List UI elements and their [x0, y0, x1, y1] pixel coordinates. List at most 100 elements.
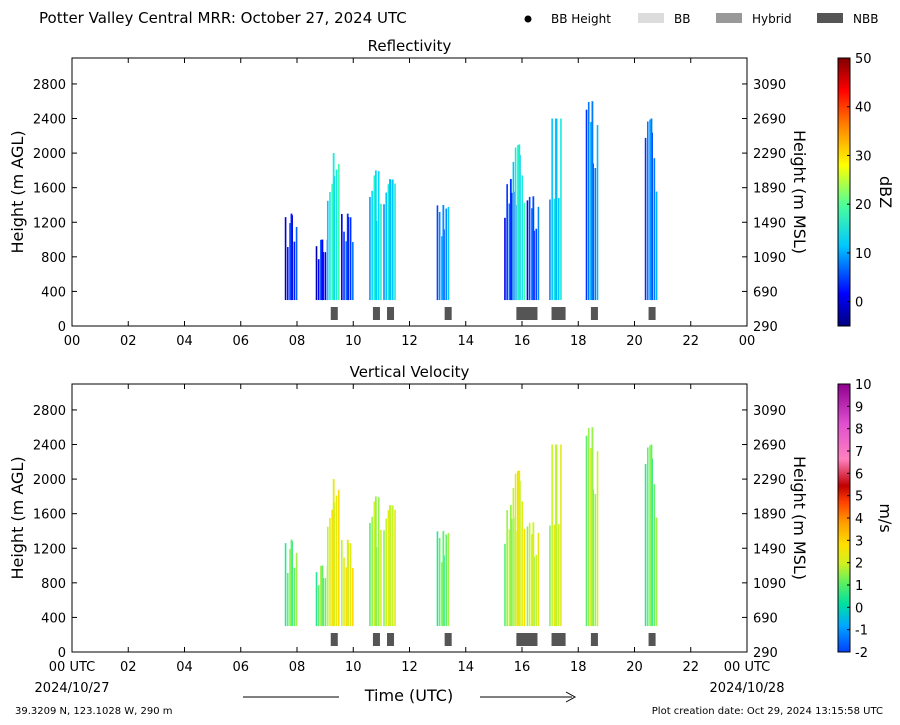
data-cell	[436, 531, 439, 627]
data-cell	[369, 522, 371, 627]
data-cell	[387, 510, 390, 627]
data-column	[326, 153, 340, 301]
data-cell	[504, 543, 506, 627]
data-cell	[535, 554, 538, 627]
data-cell	[321, 239, 324, 301]
x-tick-label: 14	[457, 660, 474, 675]
data-cell	[352, 241, 354, 301]
y-tick-right-label: 2690	[753, 439, 786, 454]
nbb-marker	[590, 633, 598, 646]
x-tick-label: 02	[120, 334, 137, 349]
data-column	[512, 144, 526, 301]
data-cell	[508, 203, 511, 301]
colorbar-tick-label: 40	[855, 101, 872, 116]
data-cell	[531, 534, 533, 627]
x-tick-label: 12	[401, 334, 418, 349]
start-date: 2024/10/27	[35, 681, 110, 696]
data-cell	[389, 179, 391, 301]
colorbar-tick-label: 2	[855, 557, 863, 572]
data-cell	[590, 121, 592, 301]
data-cell	[371, 516, 373, 627]
x-tick-label: 08	[289, 660, 306, 675]
data-cell	[324, 578, 327, 627]
data-cell	[284, 217, 287, 301]
data-cell	[380, 529, 382, 627]
data-cell	[506, 510, 508, 627]
data-cell	[331, 183, 333, 301]
x-tick-label: 16	[514, 334, 531, 349]
data-cell	[557, 524, 560, 627]
data-cell	[531, 208, 533, 301]
nbb-marker	[648, 633, 656, 646]
data-cell	[331, 509, 333, 627]
data-cell	[373, 501, 376, 627]
legend-swatch	[716, 13, 742, 23]
data-cell	[551, 118, 553, 301]
data-column	[383, 505, 396, 627]
y-tick-label: 800	[41, 251, 66, 266]
colorbar-tick-label: 20	[855, 198, 872, 213]
nbb-marker	[516, 633, 538, 646]
data-cell	[335, 169, 338, 301]
data-cell	[560, 444, 562, 627]
data-cell	[329, 191, 331, 301]
data-cell	[509, 179, 512, 301]
data-column	[549, 444, 562, 627]
x-tick-label: 18	[570, 660, 587, 675]
y-tick-label: 1600	[33, 508, 66, 523]
data-cell	[332, 153, 335, 301]
data-cell	[335, 495, 338, 627]
data-column	[549, 118, 562, 301]
data-cell	[521, 501, 523, 627]
data-cell	[526, 200, 529, 301]
data-cell	[329, 517, 331, 627]
data-cell	[590, 447, 592, 627]
data-cell	[385, 518, 388, 627]
data-cell	[293, 241, 296, 301]
creation-date: Plot creation date: Oct 29, 2024 13:15:5…	[652, 706, 883, 717]
y-tick-label: 400	[41, 285, 66, 300]
data-cell	[518, 144, 521, 301]
nbb-marker	[330, 633, 338, 646]
data-cell	[317, 259, 320, 301]
data-cell	[553, 198, 556, 301]
data-column	[526, 196, 540, 301]
data-cell	[343, 557, 345, 627]
data-cell	[441, 236, 443, 301]
colorbar-tick-label: 3	[855, 534, 863, 549]
data-cell	[324, 252, 327, 301]
data-cell	[532, 522, 535, 627]
colorbar-tick-label: 6	[855, 467, 863, 482]
data-cell	[557, 198, 560, 301]
colorbar-tick-label: -1	[855, 624, 868, 639]
data-cell	[389, 505, 391, 627]
data-cell	[646, 121, 649, 301]
x-tick-label: 06	[232, 334, 249, 349]
legend-swatch	[638, 13, 664, 23]
data-cell	[352, 567, 354, 627]
y-tick-right-label: 1090	[753, 251, 786, 266]
nbb-marker	[444, 633, 452, 646]
nbb-marker	[372, 633, 380, 646]
y-tick-label: 1600	[33, 182, 66, 197]
data-cell	[345, 567, 348, 627]
y-axis-right-label: Height (m MSL)	[790, 456, 809, 580]
data-cell	[387, 184, 390, 301]
colorbar-tick-label: 5	[855, 490, 863, 505]
x-tick-label: 08	[289, 334, 306, 349]
colorbar-tick-label: 4	[855, 512, 863, 527]
data-cell	[537, 532, 540, 627]
data-column	[326, 479, 340, 627]
y-axis-label: Height (m AGL)	[8, 456, 27, 579]
data-column	[526, 522, 540, 627]
data-cell	[320, 239, 322, 301]
y-tick-right-label: 1490	[753, 542, 786, 557]
x-tick-label: 22	[682, 334, 699, 349]
data-cell	[447, 206, 450, 301]
x-tick-label: 04	[176, 334, 193, 349]
data-cell	[373, 175, 376, 301]
data-column	[512, 470, 526, 627]
y-tick-label: 2800	[33, 78, 66, 93]
data-cell	[332, 479, 335, 627]
data-column	[383, 179, 396, 301]
